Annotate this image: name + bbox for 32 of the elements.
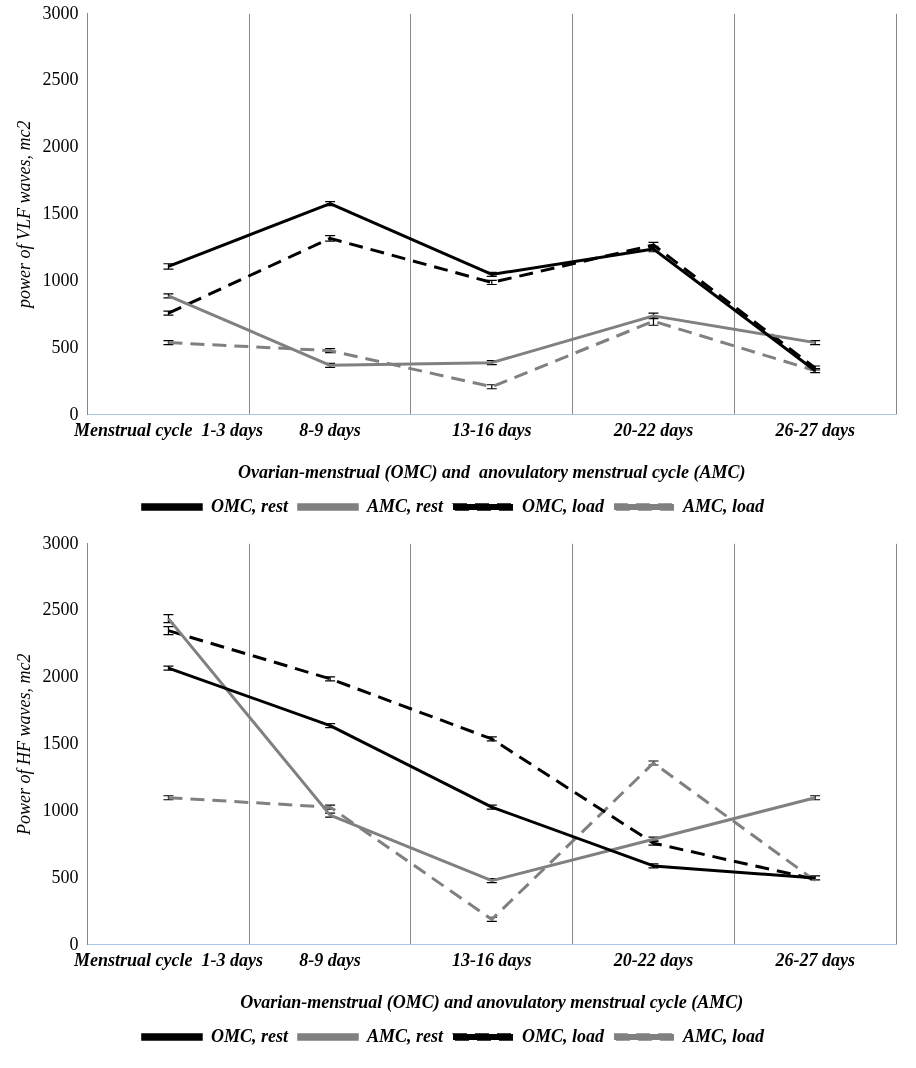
y-tick-label: 1000 [42,269,79,290]
legend-label: OMC, load [522,1025,606,1046]
y-axis-title: Power of HF waves, mc2 [13,653,34,837]
x-tick-label: 8-9 days [299,420,361,441]
y-tick-label: 500 [51,866,79,887]
y-tick-label: 2000 [42,666,79,687]
y-tick-label: 500 [51,336,79,357]
x-tick-label: 20-22 days [612,950,694,971]
legend-label: OMC, load [522,495,606,516]
legend-label: AMC, load [682,495,766,516]
y-tick-label: 1500 [42,733,79,754]
y-axis-title: power of VLF waves, mc2 [13,120,34,311]
x-tick-label: 20-22 days [612,420,694,441]
legend-label: OMC, rest [210,495,289,516]
y-tick-label: 3000 [42,2,79,23]
x-tick-label: 13-16 days [452,950,532,971]
y-tick-label: 1000 [42,799,79,820]
legend-label: OMC, rest [210,1025,289,1046]
y-tick-label: 2500 [42,69,79,90]
y-tick-label: 1500 [42,203,79,224]
legend-label: AMC, rest [365,495,444,516]
x-axis-title: Ovarian-menstrual (OMC) and anovulatory menstrual cycle (AMC) [238,461,746,483]
x-tick-label: 26-27 days [774,950,855,971]
y-tick-label: 2000 [42,136,79,157]
x-tick-label: 8-9 days [299,950,361,971]
x-tick-label: 13-16 days [452,420,532,441]
legend-label: AMC, rest [365,1025,444,1046]
legend-label: AMC, load [682,1025,766,1046]
x-tick-label: 26-27 days [774,420,855,441]
y-tick-label: 2500 [42,599,79,620]
x-axis-title: Ovarian-menstrual (OMC) and anovulatory menstrual cycle (AMC) [240,991,744,1013]
y-tick-label: 3000 [42,532,79,553]
